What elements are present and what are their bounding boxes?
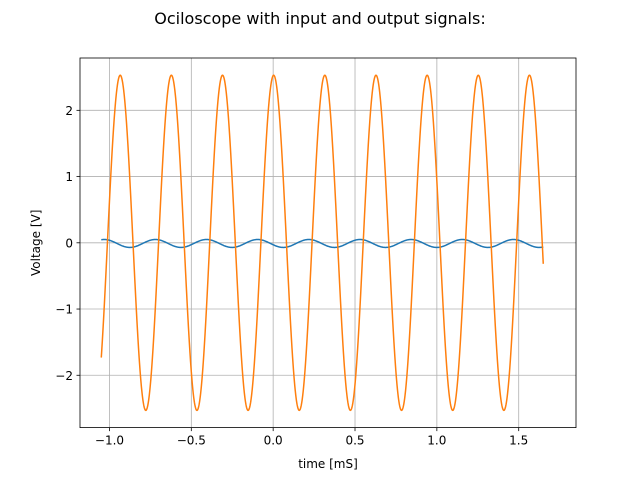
y-tick-label: 2 (65, 104, 73, 118)
x-tick-label: −1.0 (95, 434, 124, 448)
output-signal-line (100, 74, 545, 412)
ticks: −1.0 −0.5 0.0 0.5 1.0 1.5 −2 −1 0 1 2 (55, 104, 528, 448)
y-tick-label: 0 (65, 236, 73, 250)
y-tick-label: −1 (55, 303, 73, 317)
grid (80, 58, 576, 428)
y-tick-label: −2 (55, 369, 73, 383)
y-axis-label: Voltage [V] (29, 210, 43, 276)
x-axis-label: time [mS] (298, 457, 358, 471)
input-signal-line (100, 238, 544, 249)
y-tick-label: 1 (65, 170, 73, 184)
x-tick-label: 1.0 (427, 434, 446, 448)
x-tick-label: 0.5 (345, 434, 364, 448)
x-tick-label: −0.5 (177, 434, 206, 448)
series-layer (100, 74, 545, 412)
x-tick-label: 1.5 (509, 434, 528, 448)
x-tick-label: 0.0 (264, 434, 283, 448)
chart-title: Ociloscope with input and output signals… (154, 9, 485, 28)
